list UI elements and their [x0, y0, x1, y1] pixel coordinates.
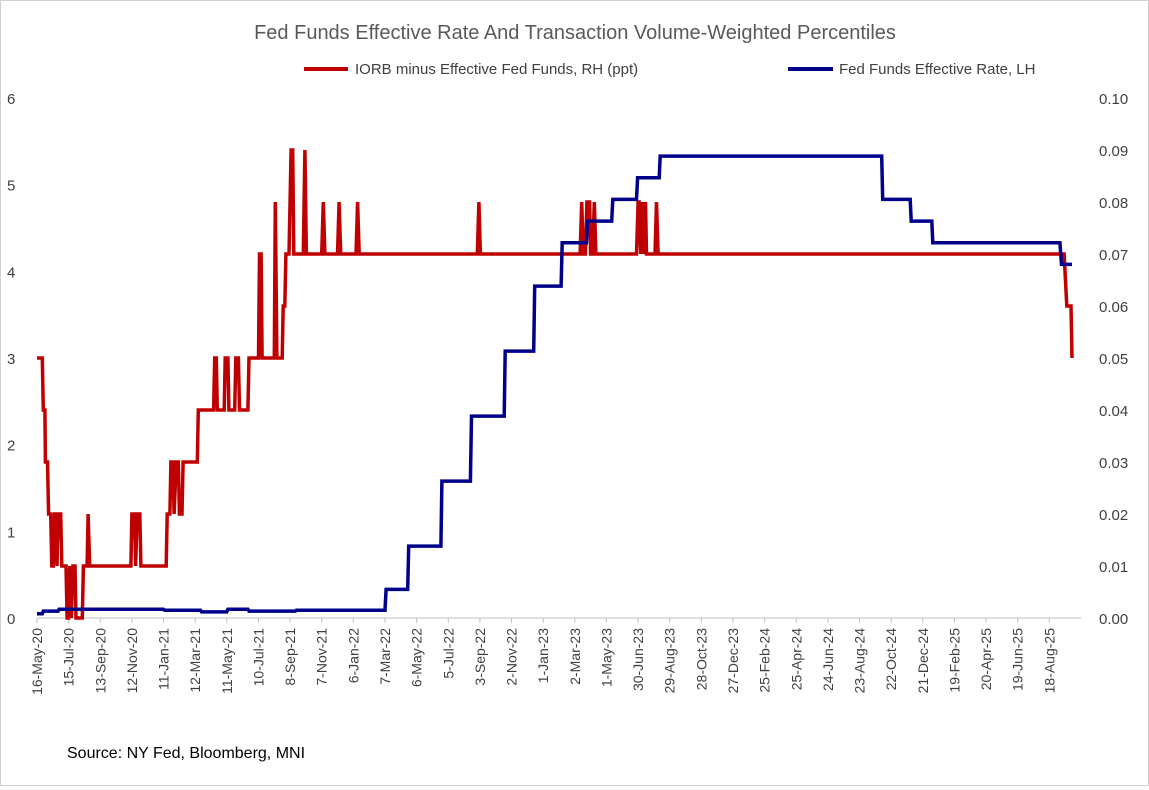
y-right-tick-label: 0.04 — [1099, 403, 1128, 420]
x-tick-label: 2-Nov-22 — [504, 628, 520, 686]
source-note: Source: NY Fed, Bloomberg, MNI — [67, 745, 305, 762]
x-tick-label: 1-May-23 — [598, 628, 614, 687]
legend: IORB minus Effective Fed Funds, RH (ppt)… — [304, 61, 1036, 78]
x-tick-label: 15-Jul-20 — [61, 628, 77, 687]
x-tick-label: 25-Feb-24 — [757, 628, 773, 693]
x-tick-label: 8-Sep-21 — [282, 628, 298, 686]
y-right-tick-label: 0.00 — [1099, 611, 1128, 628]
x-tick-label: 27-Dec-23 — [725, 628, 741, 694]
y-left-tick-label: 6 — [7, 91, 15, 108]
y-left-tick-label: 5 — [7, 178, 15, 195]
y-left-tick-label: 0 — [7, 611, 15, 628]
x-tick-label: 18-Aug-25 — [1041, 628, 1057, 694]
x-tick-label: 29-Aug-23 — [662, 628, 678, 694]
y-left-tick-label: 1 — [7, 524, 15, 541]
legend-label-iorb: IORB minus Effective Fed Funds, RH (ppt) — [355, 61, 638, 78]
x-tick-label: 5-Jul-22 — [440, 628, 456, 679]
x-tick-label: 20-Apr-25 — [978, 628, 994, 690]
series-line-fed-funds-rate — [37, 154, 1072, 616]
y-right-tick-label: 0.02 — [1099, 507, 1128, 524]
x-tick-label: 6-May-22 — [409, 628, 425, 687]
x-tick-label: 7-Mar-22 — [377, 628, 393, 685]
x-tick-label: 21-Dec-24 — [915, 628, 931, 694]
x-tick-label: 7-Nov-21 — [314, 628, 330, 686]
legend-label-effr: Fed Funds Effective Rate, LH — [839, 61, 1036, 78]
plot-area: 0 1 2 3 4 5 6 0.00 0.01 0.02 0.03 0.04 0.05 0.06 0.07 0… — [7, 91, 1128, 695]
y-right-tick-label: 0.08 — [1099, 195, 1128, 212]
x-tick-label: 11-Jan-21 — [156, 628, 172, 690]
x-tick-label: 12-Mar-21 — [187, 628, 203, 693]
x-tick-label: 11-May-21 — [219, 628, 235, 694]
x-tick-label: 1-Jan-23 — [535, 628, 551, 683]
x-tick-label: 13-Sep-20 — [92, 628, 108, 694]
x-tick-label: 6-Jan-22 — [345, 628, 361, 683]
x-tick-label: 23-Aug-24 — [852, 628, 868, 694]
x-tick-label: 16-May-20 — [29, 628, 45, 695]
chart-title: Fed Funds Effective Rate And Transaction… — [254, 22, 896, 44]
y-left-tick-label: 4 — [7, 264, 15, 281]
y-right-tick-label: 0.05 — [1099, 351, 1128, 368]
x-tick-label: 19-Jun-25 — [1010, 628, 1026, 691]
x-tick-label: 22-Oct-24 — [883, 628, 899, 690]
y-right-tick-label: 0.07 — [1099, 247, 1128, 264]
x-tick-label: 28-Oct-23 — [693, 628, 709, 690]
x-tick-label: 24-Jun-24 — [820, 628, 836, 691]
x-tick-label: 2-Mar-23 — [567, 628, 583, 685]
y-left-tick-label: 2 — [7, 438, 15, 455]
y-right-tick-label: 0.06 — [1099, 299, 1128, 316]
y-right-tick-label: 0.10 — [1099, 91, 1128, 108]
y-left-tick-label: 3 — [7, 351, 15, 368]
x-tick-label: 10-Jul-21 — [250, 628, 266, 687]
y-right-tick-label: 0.03 — [1099, 455, 1128, 472]
x-tick-label: 30-Jun-23 — [630, 628, 646, 691]
series-line-iorb-spread — [37, 148, 1074, 620]
x-tick-label: 3-Sep-22 — [472, 628, 488, 686]
y-right-tick-label: 0.01 — [1099, 559, 1128, 576]
x-tick-label: 25-Apr-24 — [788, 628, 804, 690]
x-tick-label: 12-Nov-20 — [124, 628, 140, 694]
y-right-tick-label: 0.09 — [1099, 143, 1128, 160]
x-tick-label: 19-Feb-25 — [946, 628, 962, 693]
